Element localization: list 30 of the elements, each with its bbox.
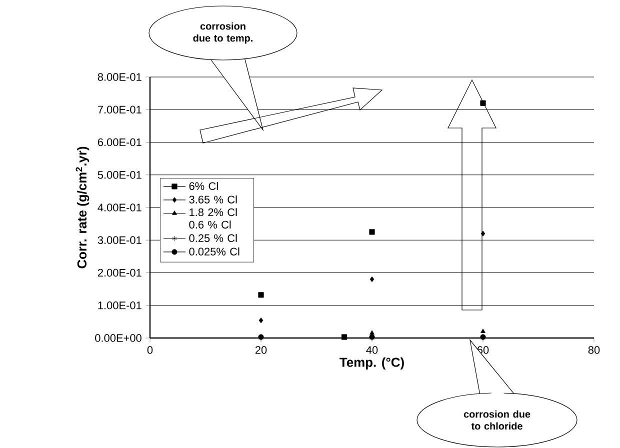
point [480,100,486,106]
legend-label: 6% Cl [189,182,218,190]
y-tick-label: 0.00E+00 [95,334,142,342]
legend-label: 0.25 % Cl [189,234,237,242]
point [258,292,264,298]
legend-label: 1.8 2% Cl 0.6 % Cl [189,208,237,229]
point [341,334,348,340]
y-tick-label: 2.00E-01 [98,268,142,277]
y-tick-label: 5.00E-01 [98,171,142,179]
point [370,276,374,282]
point [480,328,486,333]
x-tick-label: 20 [255,346,267,354]
x-tick-label: 40 [366,346,378,354]
point [370,330,374,335]
legend-label: 0.025% Cl [189,247,240,256]
y-tick-label: 6.00E-01 [98,138,142,146]
y-tick-label: 3.00E-01 [98,236,142,244]
point [369,229,375,235]
legend-label: 3.65 % Cl [189,195,237,204]
text: corrosion due to chloride [464,410,530,430]
y-tick-label: 7.00E-01 [98,106,142,114]
x-tick-label: 0 [147,346,153,354]
y-tick-label: 1.00E-01 [98,302,142,310]
y-tick-label: 8.00E-01 [98,73,142,81]
point [258,318,264,324]
y-axis-title: Corr. rate (g/cm$^{2}$.yr) [76,146,90,268]
x-tick-label: 80 [588,346,600,354]
y-tick-label: 4.00E-01 [98,204,142,212]
text: corrosion due to temp. [193,22,252,44]
x-axis-title: Temp. (°C) [340,357,404,370]
